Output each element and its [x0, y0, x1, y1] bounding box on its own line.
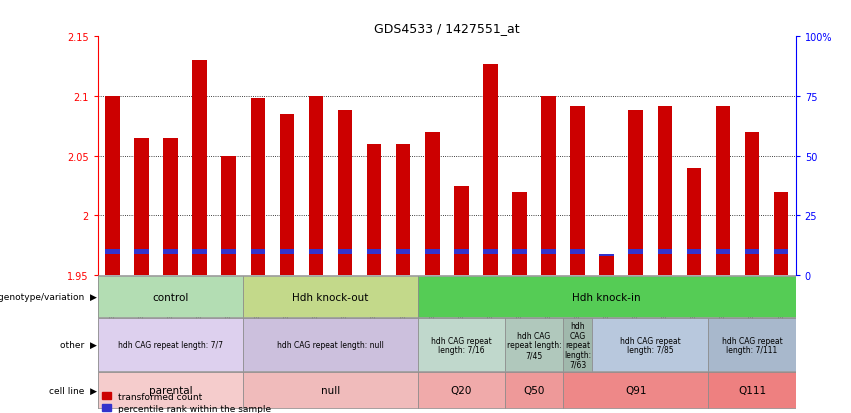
Bar	[745, 249, 759, 254]
Bar	[425, 249, 439, 254]
Title: GDS4533 / 1427551_at: GDS4533 / 1427551_at	[374, 21, 520, 35]
Bar	[192, 61, 207, 275]
Bar	[250, 99, 265, 275]
Bar	[483, 249, 498, 254]
Text: Hdh knock-out: Hdh knock-out	[292, 292, 368, 302]
Bar	[483, 64, 498, 275]
Bar	[106, 97, 120, 275]
Bar	[280, 115, 294, 275]
Bar	[716, 249, 730, 254]
Bar	[745, 133, 759, 275]
FancyBboxPatch shape	[563, 318, 592, 371]
Bar	[599, 254, 614, 256]
Bar	[163, 249, 178, 254]
Bar	[570, 106, 585, 275]
Text: Q111: Q111	[738, 385, 766, 395]
Bar	[338, 111, 352, 275]
FancyBboxPatch shape	[98, 373, 243, 408]
Legend: transformed count, percentile rank within the sample: transformed count, percentile rank withi…	[102, 392, 271, 413]
Text: hdh
CAG
repeat
length:
7/63: hdh CAG repeat length: 7/63	[564, 321, 591, 369]
Text: other  ▶: other ▶	[60, 341, 97, 349]
Bar	[658, 249, 672, 254]
FancyBboxPatch shape	[243, 276, 418, 318]
Bar	[687, 249, 701, 254]
Bar	[658, 106, 672, 275]
Bar	[221, 157, 236, 275]
Bar	[338, 249, 352, 254]
Bar	[774, 192, 788, 275]
Bar	[192, 249, 207, 254]
Bar	[716, 106, 730, 275]
Bar	[774, 249, 788, 254]
FancyBboxPatch shape	[592, 318, 709, 371]
FancyBboxPatch shape	[98, 276, 243, 318]
Bar	[367, 145, 381, 275]
Bar	[163, 138, 178, 275]
Text: Q50: Q50	[523, 385, 545, 395]
Bar	[454, 186, 469, 275]
Text: parental: parental	[149, 385, 192, 395]
Text: hdh CAG repeat
length: 7/111: hdh CAG repeat length: 7/111	[722, 336, 782, 354]
Bar	[512, 192, 527, 275]
FancyBboxPatch shape	[418, 276, 796, 318]
Bar	[396, 249, 410, 254]
FancyBboxPatch shape	[709, 373, 796, 408]
Text: control: control	[152, 292, 189, 302]
Bar	[541, 97, 556, 275]
Bar	[106, 249, 120, 254]
Bar	[512, 249, 527, 254]
Bar	[134, 138, 149, 275]
Text: cell line  ▶: cell line ▶	[49, 386, 97, 395]
FancyBboxPatch shape	[98, 318, 243, 371]
Bar	[367, 249, 381, 254]
Bar	[425, 133, 439, 275]
Bar	[687, 168, 701, 275]
Bar	[541, 249, 556, 254]
Bar	[309, 249, 323, 254]
Bar	[221, 249, 236, 254]
Text: Hdh knock-in: Hdh knock-in	[573, 292, 641, 302]
FancyBboxPatch shape	[418, 373, 505, 408]
Text: hdh CAG repeat
length: 7/85: hdh CAG repeat length: 7/85	[620, 336, 681, 354]
Bar	[134, 249, 149, 254]
Text: Q20: Q20	[451, 385, 472, 395]
Text: hdh CAG repeat length: 7/7: hdh CAG repeat length: 7/7	[118, 341, 223, 349]
Bar	[629, 111, 643, 275]
Bar	[629, 249, 643, 254]
Text: null: null	[321, 385, 340, 395]
FancyBboxPatch shape	[243, 318, 418, 371]
Bar	[280, 249, 294, 254]
FancyBboxPatch shape	[709, 318, 796, 371]
FancyBboxPatch shape	[505, 318, 563, 371]
FancyBboxPatch shape	[505, 373, 563, 408]
FancyBboxPatch shape	[418, 318, 505, 371]
Bar	[454, 249, 469, 254]
Bar	[309, 97, 323, 275]
Bar	[250, 249, 265, 254]
Bar	[396, 145, 410, 275]
Text: hdh CAG repeat
length: 7/16: hdh CAG repeat length: 7/16	[431, 336, 492, 354]
Bar	[570, 249, 585, 254]
Text: genotype/variation  ▶: genotype/variation ▶	[0, 292, 97, 301]
FancyBboxPatch shape	[563, 373, 709, 408]
Text: hdh CAG
repeat length:
7/45: hdh CAG repeat length: 7/45	[506, 331, 562, 359]
Bar	[599, 254, 614, 275]
Text: Q91: Q91	[625, 385, 647, 395]
Text: hdh CAG repeat length: null: hdh CAG repeat length: null	[277, 341, 384, 349]
FancyBboxPatch shape	[243, 373, 418, 408]
